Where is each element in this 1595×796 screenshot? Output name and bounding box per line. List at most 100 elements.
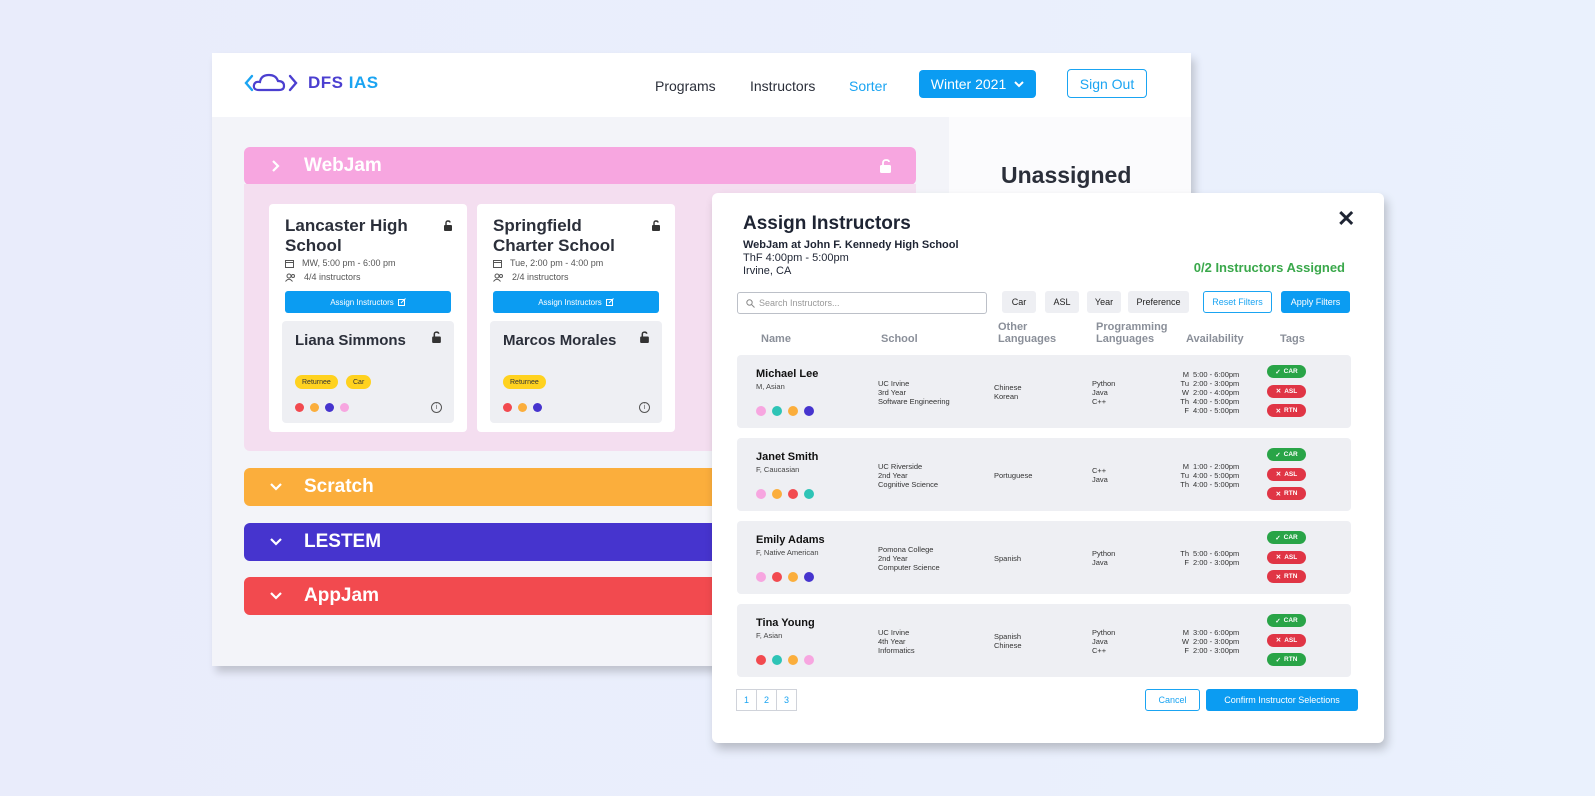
program-dot [772, 572, 782, 582]
apply-filters-button[interactable]: Apply Filters [1281, 291, 1350, 313]
availability-time: 5:00 - 6:00pm [1193, 549, 1240, 558]
table-row[interactable]: Janet Smith F, Caucasian UC Riverside 2nd … [737, 438, 1351, 511]
chevron-down-icon [270, 538, 282, 546]
sign-out-button[interactable]: Sign Out [1067, 69, 1147, 98]
calendar-icon [285, 259, 294, 268]
term-label: Winter 2021 [930, 76, 1007, 92]
search-input[interactable]: Search Instructors... [737, 292, 987, 314]
school-cell: UC Riverside 2nd Year Cognitive Science [878, 461, 939, 489]
people-icon [493, 273, 503, 282]
instructor-name: Emily Adams [756, 534, 825, 546]
term-dropdown[interactable]: Winter 2021 [919, 70, 1036, 98]
availability-day: F [1184, 405, 1189, 415]
program-dot [340, 403, 349, 412]
availability-time: 4:00 - 5:00pm [1193, 396, 1240, 406]
program-name: Scratch [304, 476, 374, 497]
check-icon: ✓ [1275, 368, 1281, 376]
programming-languages-cell: Python Java C++ [1092, 627, 1116, 655]
program-dot [295, 403, 304, 412]
column-tags: Tags [1280, 333, 1305, 345]
reset-filters-button[interactable]: Reset Filters [1203, 291, 1272, 313]
close-icon[interactable]: ✕ [1337, 206, 1356, 231]
nav-instructors[interactable]: Instructors [750, 78, 816, 94]
table-row[interactable]: Michael Lee M, Asian UC Irvine 3rd Year So… [737, 355, 1351, 428]
instructor-name: Michael Lee [756, 368, 819, 380]
program-dot [756, 406, 766, 416]
check-icon: ✓ [1275, 617, 1281, 625]
availability-slot: M 5:00 - 6:00pm [1177, 370, 1240, 379]
program-name: WebJam [304, 155, 382, 176]
availability-time: 4:00 - 5:00pm [1193, 470, 1240, 480]
availability-time: 4:00 - 5:00pm [1193, 405, 1240, 415]
availability-cell: M 1:00 - 2:00pm Tu 4:00 - 5:00pm Th 4:00 - 5:… [1177, 462, 1239, 489]
filter-preference[interactable]: Preference [1128, 291, 1189, 313]
top-navbar: DFS IAS Programs Instructors Sorter Wint… [212, 53, 1191, 117]
calendar-icon [493, 259, 502, 268]
unlock-icon[interactable] [431, 331, 442, 343]
x-icon: ✕ [1275, 407, 1282, 415]
table-row[interactable]: Tina Young F, Asian UC Irvine 4th Year Inf… [737, 604, 1351, 677]
tag-label: RTN [1284, 656, 1298, 663]
other-languages-cell: Portuguese [994, 470, 1033, 480]
programming-languages-cell: Python Java C++ [1092, 378, 1116, 406]
unlock-icon[interactable] [651, 220, 661, 231]
program-dot [533, 403, 542, 412]
program-dot [788, 406, 798, 416]
unlock-icon[interactable] [639, 331, 650, 343]
program-dot [325, 403, 334, 412]
table-row[interactable]: Emily Adams F, Native American Pomona Coll… [737, 521, 1351, 594]
car-tag: ✓ CAR [1267, 614, 1306, 627]
nav-programs[interactable]: Programs [655, 78, 716, 94]
tag-label: ASL [1284, 636, 1298, 644]
unlock-icon[interactable] [443, 220, 453, 231]
filter-asl[interactable]: ASL [1045, 291, 1079, 313]
availability-time: 4:00 - 5:00pm [1193, 479, 1240, 489]
cancel-button[interactable]: Cancel [1145, 689, 1200, 711]
availability-time: 2:00 - 4:00pm [1193, 387, 1240, 397]
search-placeholder: Search Instructors... [759, 298, 840, 308]
availability-slot: Th 4:00 - 5:00pm [1177, 397, 1239, 406]
unlock-icon[interactable] [879, 159, 892, 173]
column-programming-languages: Programming Languages [1096, 321, 1168, 345]
chevron-down-icon [1014, 80, 1024, 87]
program-dots [756, 406, 814, 416]
filter-year[interactable]: Year [1087, 291, 1121, 313]
program-header-webjam[interactable]: WebJam [244, 147, 916, 185]
tag-label: ASL [1284, 553, 1298, 561]
instructor-card[interactable]: Marcos Morales Returnee i [490, 321, 662, 423]
instructor-name: Marcos Morales [503, 332, 617, 349]
instructor-card[interactable]: Liana Simmons Returnee Car i [282, 321, 454, 423]
program-dots [756, 489, 814, 499]
returnee-tag: Returnee [295, 375, 338, 389]
availability-day: M [1182, 627, 1189, 637]
assign-instructors-button[interactable]: Assign Instructors [493, 291, 659, 313]
cloud-code-logo-icon [244, 73, 298, 92]
asl-tag: ✕ ASL [1267, 633, 1306, 647]
tag-label: ASL [1284, 387, 1298, 395]
assign-instructors-button[interactable]: Assign Instructors [285, 291, 451, 313]
availability-day: F [1184, 558, 1189, 567]
availability-day: W [1181, 387, 1189, 397]
check-icon: ✓ [1275, 534, 1281, 542]
school-cell: UC Irvine 3rd Year Software Engineering [878, 378, 950, 406]
other-languages-cell: Spanish [994, 553, 1022, 563]
availability-day: Th [1180, 396, 1189, 406]
availability-day: Tu [1180, 378, 1189, 388]
program-dot [804, 572, 814, 582]
tag-label: RTN [1284, 407, 1298, 414]
confirm-selections-button[interactable]: Confirm Instructor Selections [1206, 689, 1358, 711]
page-3[interactable]: 3 [776, 689, 797, 711]
filter-car[interactable]: Car [1002, 291, 1036, 313]
availability-cell: Th 5:00 - 6:00pm F 2:00 - 3:00pm [1177, 549, 1239, 567]
page-2[interactable]: 2 [756, 689, 777, 711]
instructor-demographics: F, Native American [756, 548, 819, 557]
nav-sorter[interactable]: Sorter [849, 78, 888, 94]
logo[interactable]: DFS IAS [244, 70, 379, 96]
rtn-tag: ✕ RTN [1267, 570, 1306, 583]
info-icon[interactable]: i [431, 402, 442, 413]
availability-time: 2:00 - 3:00pm [1193, 645, 1240, 655]
availability-day: M [1182, 461, 1189, 471]
info-icon[interactable]: i [639, 402, 650, 413]
schedule: Tue, 2:00 pm - 4:00 pm [493, 258, 603, 268]
page-1[interactable]: 1 [736, 689, 757, 711]
